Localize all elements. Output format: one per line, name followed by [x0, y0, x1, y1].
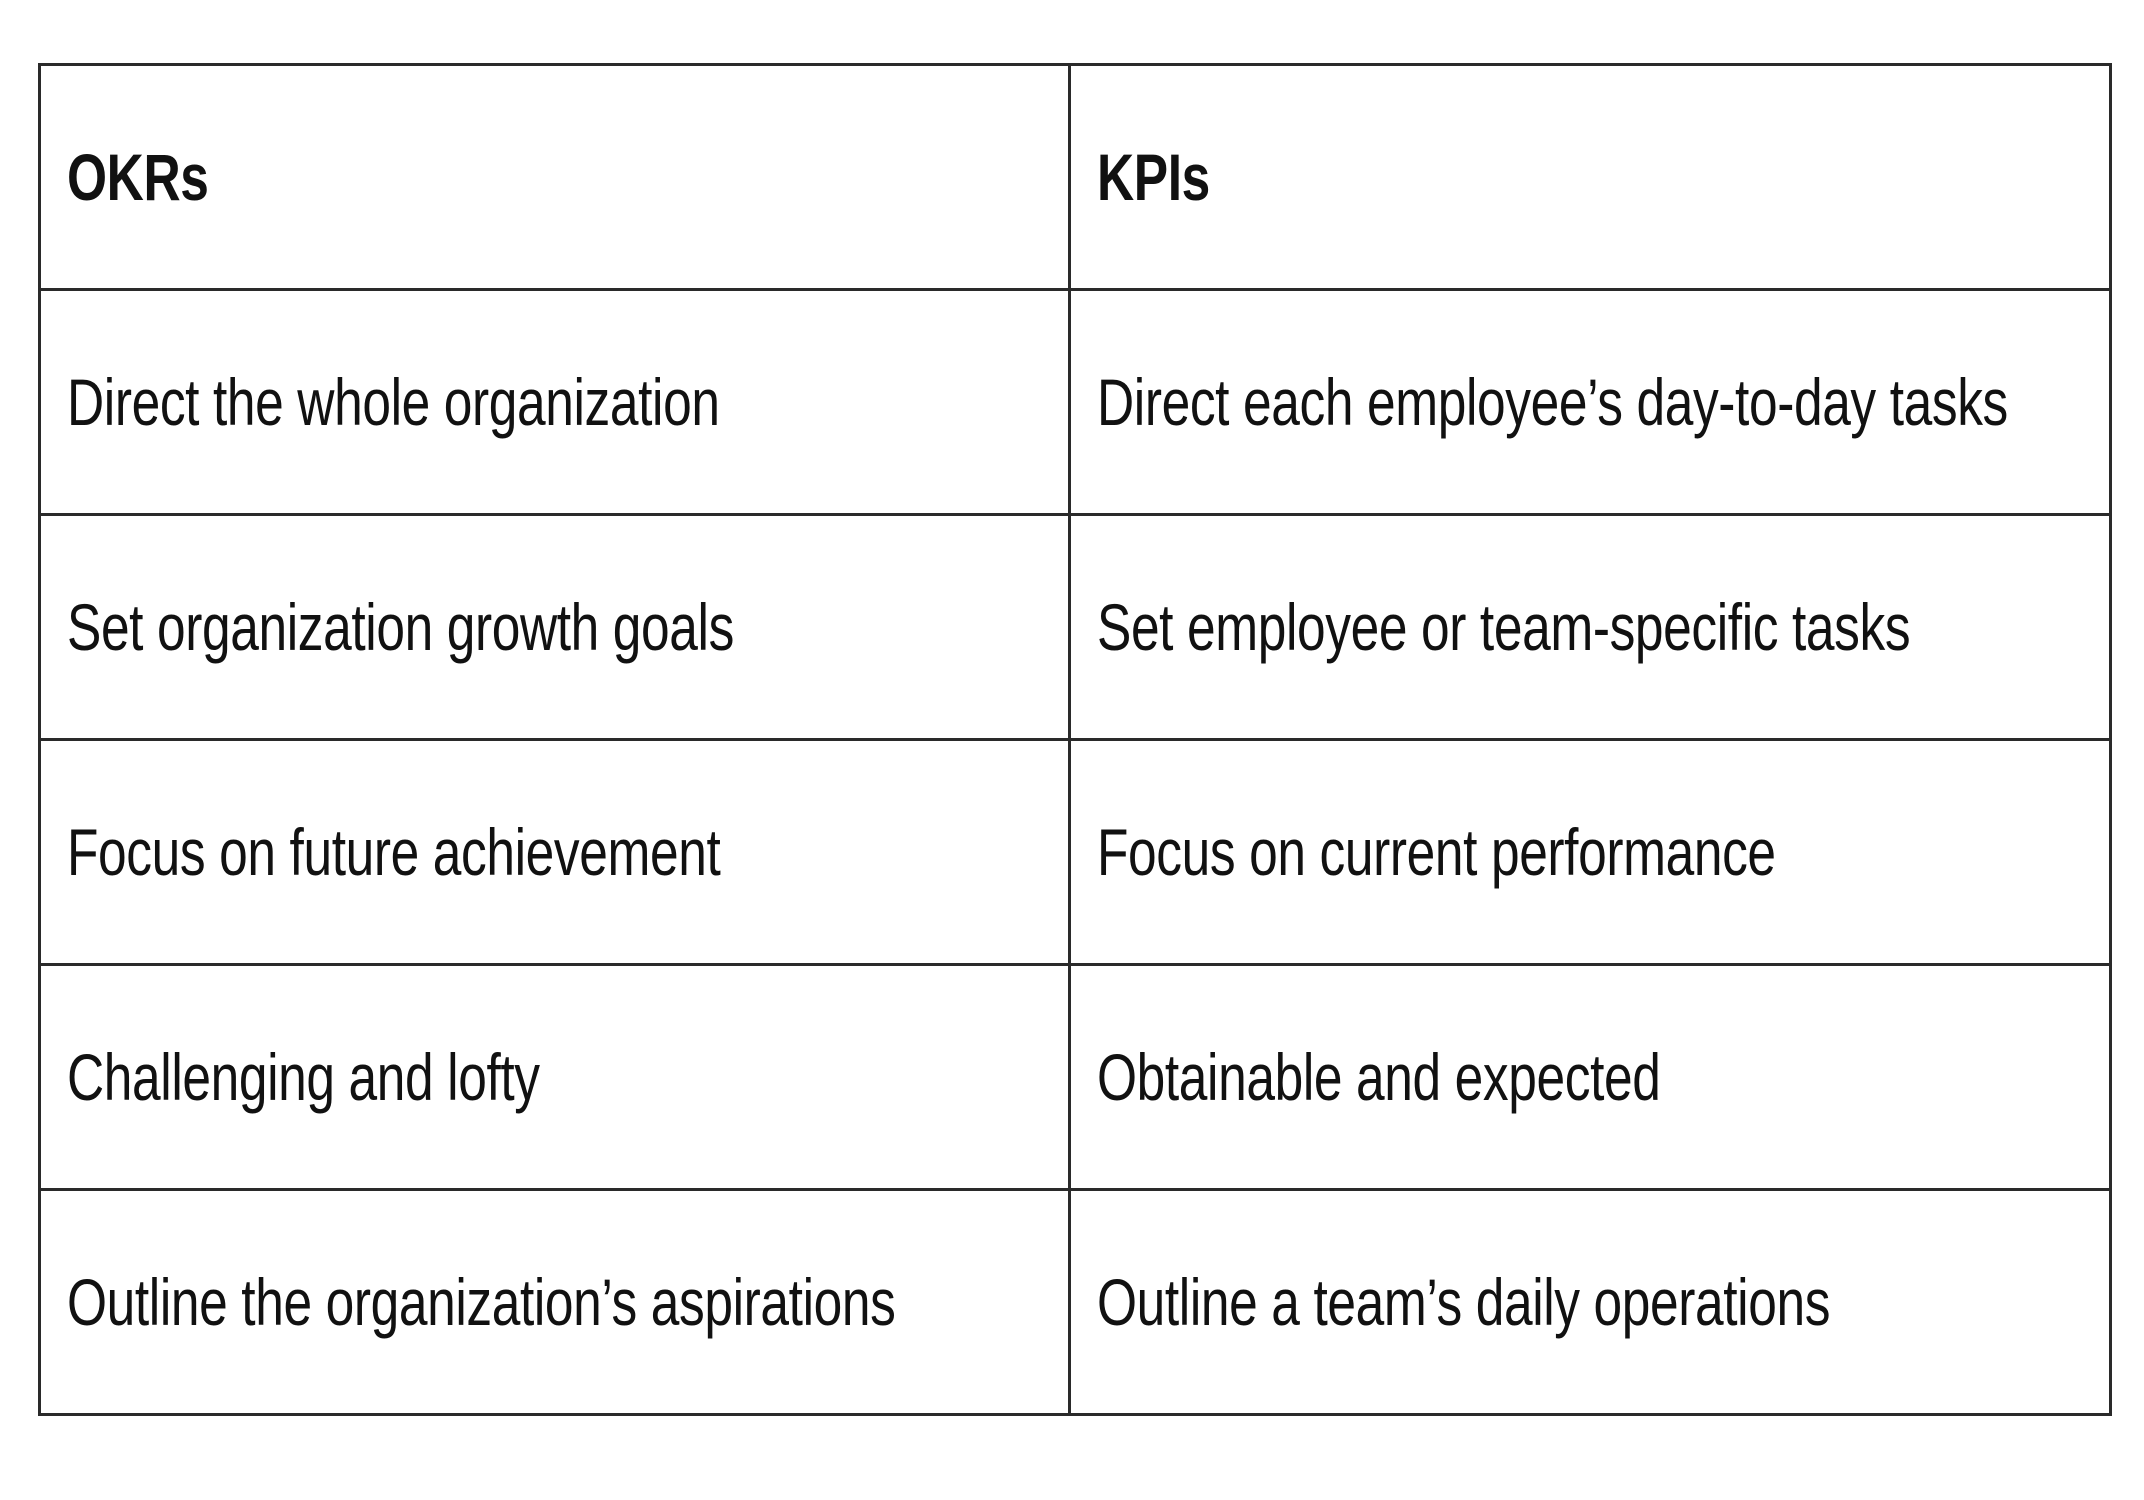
- table-cell: Direct each employee’s day-to-day tasks: [1068, 288, 2112, 516]
- table-cell: Outline a team’s daily operations: [1068, 1188, 2112, 1416]
- table-row: Outline the organization’s aspirations O…: [38, 1188, 2112, 1416]
- table-row: Direct the whole organization Direct eac…: [38, 288, 2112, 516]
- header-row: OKRs KPIs: [38, 63, 2112, 291]
- table-row: Focus on future achievement Focus on cur…: [38, 738, 2112, 966]
- table-cell: Set organization growth goals: [38, 513, 1071, 741]
- table-cell: Set employee or team-specific tasks: [1068, 513, 2112, 741]
- table-cell: Outline the organization’s aspirations: [38, 1188, 1071, 1416]
- table-cell: Focus on future achievement: [38, 738, 1071, 966]
- header-cell-okrs: OKRs: [38, 63, 1071, 291]
- table-cell: Challenging and lofty: [38, 963, 1071, 1191]
- header-cell-kpis: KPIs: [1068, 63, 2112, 291]
- table-row: Challenging and lofty Obtainable and exp…: [38, 963, 2112, 1191]
- table-cell: Focus on current performance: [1068, 738, 2112, 966]
- table-cell: Obtainable and expected: [1068, 963, 2112, 1191]
- table-row: Set organization growth goals Set employ…: [38, 513, 2112, 741]
- okr-vs-kpi-table: OKRs KPIs Direct the whole organization …: [38, 63, 2112, 1416]
- table-cell: Direct the whole organization: [38, 288, 1071, 516]
